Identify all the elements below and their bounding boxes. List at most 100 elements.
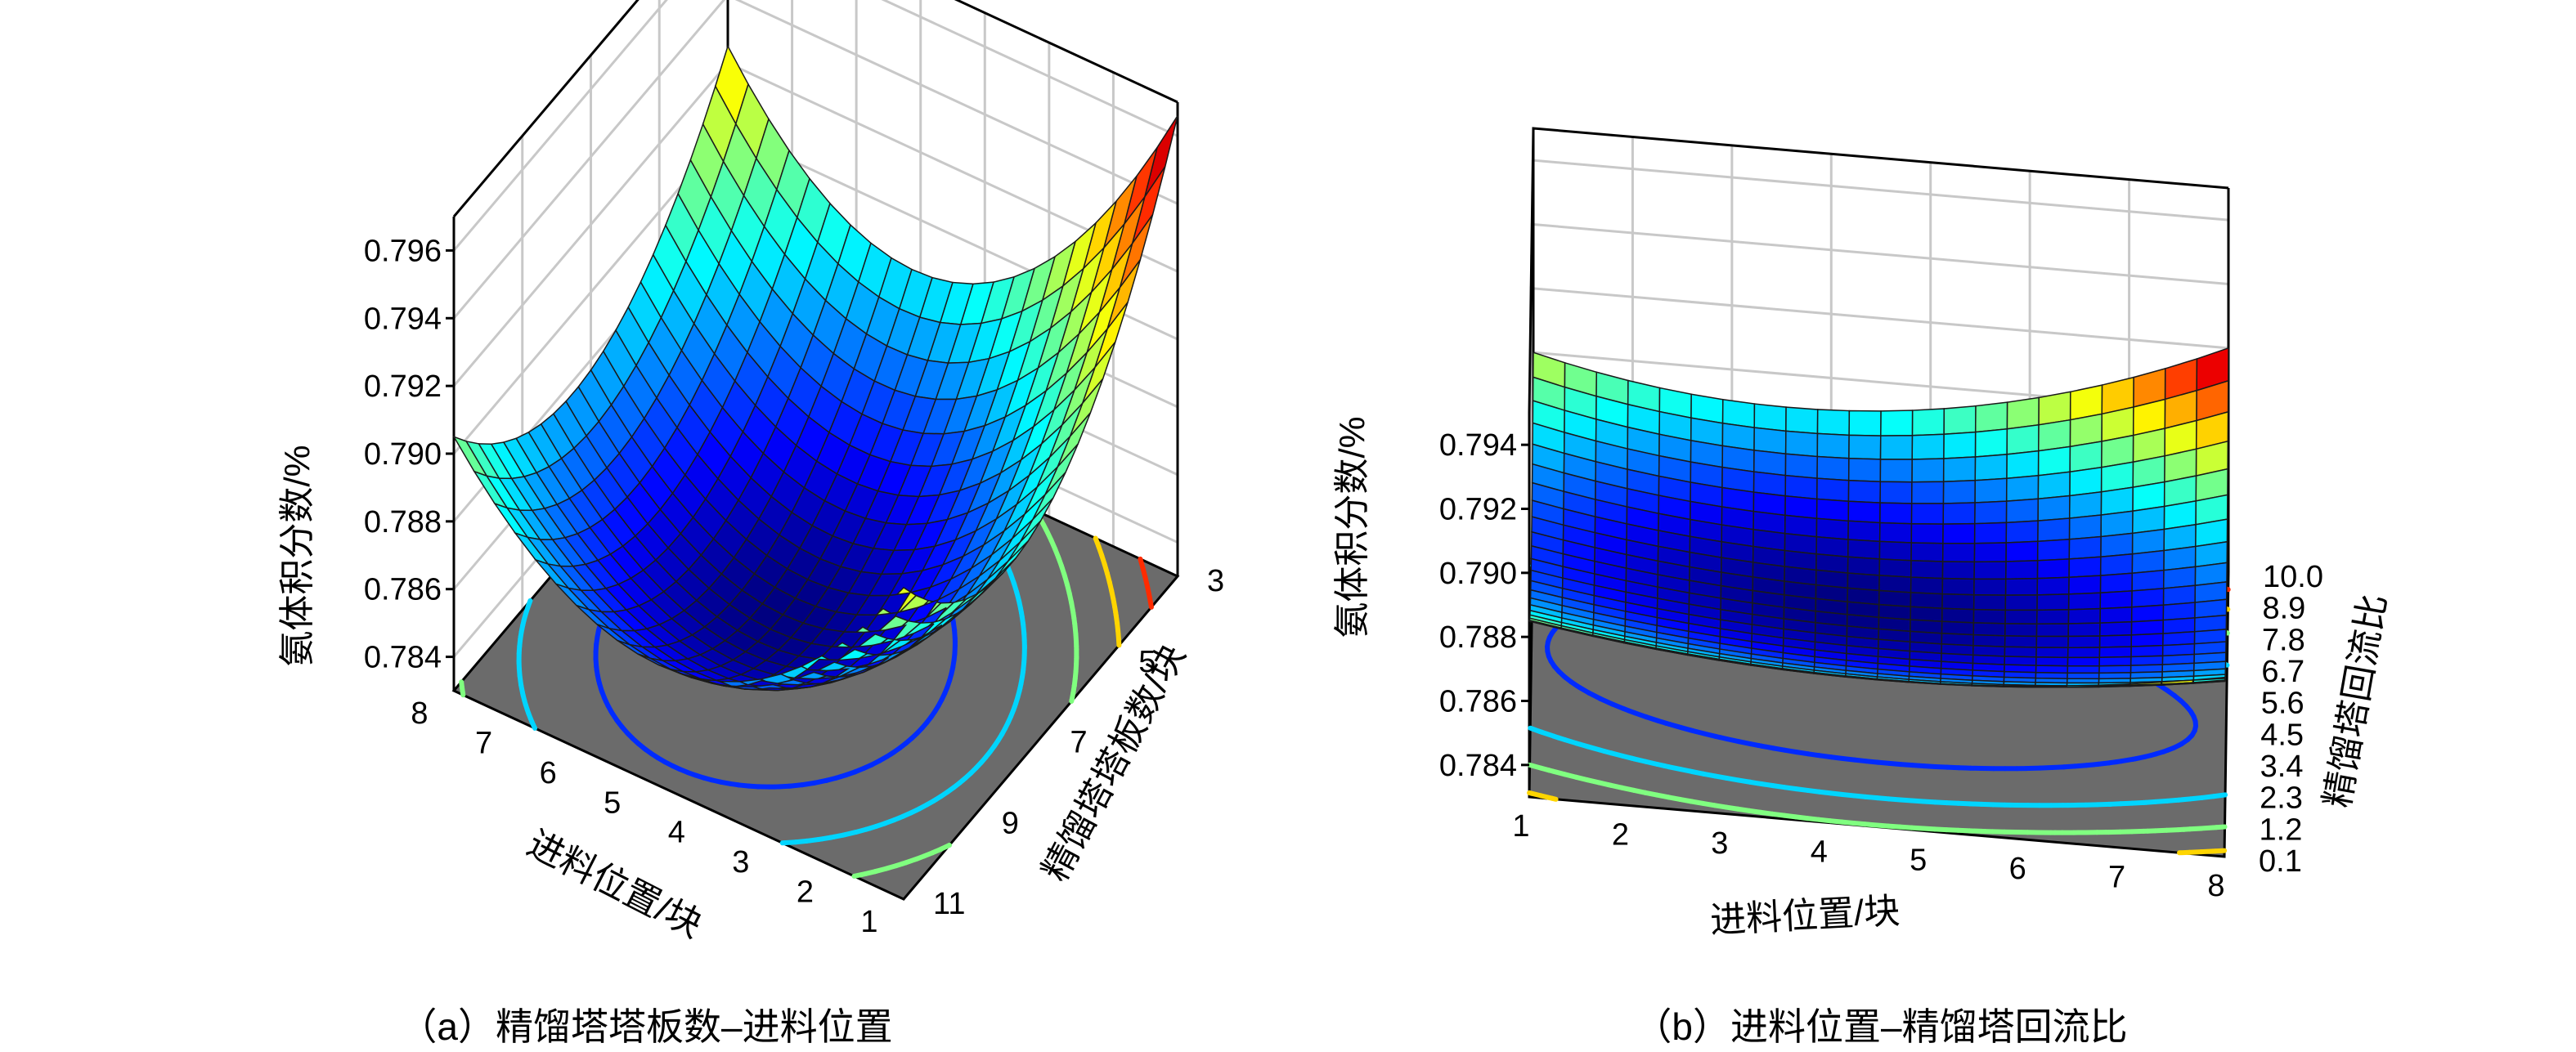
surface-cell <box>1753 449 1787 477</box>
surface-cell <box>2004 609 2038 625</box>
surface-cell <box>2067 592 2102 611</box>
panel-a-chart: 0.784 0.786 0.788 0.790 0.792 0.794 0.796 1 2 3 4 5… <box>277 0 1224 1048</box>
x-tick-label: 1 <box>860 905 877 939</box>
contour-segment <box>1551 733 1561 741</box>
z-tick-label: 0.792 <box>364 369 442 404</box>
surface-cell <box>1785 406 1819 435</box>
surface-cell <box>1974 477 2008 504</box>
surface-cell <box>2038 391 2071 426</box>
surface-cell <box>2131 569 2165 592</box>
contour-segment <box>2213 824 2228 830</box>
surface-cell <box>2035 609 2070 625</box>
contour-segment <box>1008 573 1016 586</box>
surface-cell <box>2035 623 2070 638</box>
contour-segment <box>1061 571 1068 580</box>
surface-cell <box>1878 540 1913 562</box>
panel-b-y-axis-title: 精馏塔回流比 <box>2318 591 2394 810</box>
y-tick-label: 11 <box>933 887 965 921</box>
surface-cell <box>2035 635 2069 649</box>
surface-cell <box>1784 495 1818 520</box>
contour-segment <box>594 667 600 678</box>
surface-cell <box>2068 556 2102 579</box>
contour-segment <box>1142 575 1150 588</box>
x-tick-label: 6 <box>2009 852 2026 886</box>
surface-cell <box>2035 647 2069 659</box>
surface-cell <box>1972 593 2007 611</box>
surface-cell <box>2066 678 2100 684</box>
surface-cell <box>1910 481 1945 504</box>
surface-cell <box>2131 528 2165 555</box>
surface-cell <box>1847 556 1881 576</box>
contour-segment <box>1012 581 1020 594</box>
contour-segment <box>1113 610 1119 618</box>
contour-segment <box>1620 753 1635 761</box>
contour-segment <box>1538 765 1551 773</box>
contour-segment <box>949 666 955 677</box>
surface-cell <box>2099 572 2134 594</box>
surface-cell <box>2098 656 2132 667</box>
surface-cell <box>1847 479 1882 504</box>
x-tick-label: 4 <box>668 816 685 850</box>
surface-cell <box>1942 502 1976 525</box>
contour-segment <box>1070 611 1077 621</box>
surface-cell <box>2162 617 2196 634</box>
contour-segment <box>1747 808 1758 814</box>
x-tick-label: 3 <box>732 845 749 880</box>
surface-cell <box>2067 656 2101 667</box>
surface-cell <box>2068 535 2102 560</box>
x-tick-label: 8 <box>411 696 428 731</box>
surface-cell <box>1910 542 1944 562</box>
surface-cell <box>1973 578 2007 596</box>
surface-cell <box>1847 457 1882 482</box>
y-tick-label: 7 <box>1070 726 1088 760</box>
surface-cell <box>1910 606 1943 623</box>
surface-cell <box>2035 656 2069 667</box>
panel-a-caption: （a）精馏塔塔板数–进料位置 <box>399 1005 892 1048</box>
contour-segment <box>1574 683 1582 690</box>
surface-cell <box>2130 644 2164 658</box>
surface-cell <box>1941 593 1975 611</box>
x-tick-label: 5 <box>1910 844 1927 878</box>
panel-b-ticks: 0.784 0.786 0.788 0.790 0.792 0.794 1 2 3 4 5 6 7 8 0.… <box>1439 428 2323 903</box>
surface-cell <box>1880 410 1914 436</box>
surface-cell <box>2068 575 2102 595</box>
surface-cell <box>2131 549 2165 575</box>
panel-b-surface <box>1528 347 2229 688</box>
x-tick-label: 5 <box>604 786 621 820</box>
surface-cell <box>1848 410 1882 436</box>
surface-cell <box>2036 558 2070 580</box>
x-tick-label: 7 <box>475 726 492 760</box>
surface-cell <box>1974 401 2008 433</box>
surface-cell <box>1942 479 1976 504</box>
surface-cell <box>1816 455 1850 481</box>
surface-cell <box>2006 396 2040 430</box>
contour-segment <box>1140 565 1148 579</box>
surface-cell <box>744 688 778 692</box>
surface-cell <box>2005 498 2040 524</box>
contour-segment <box>529 719 538 731</box>
contour-segment <box>1069 600 1075 613</box>
surface-cell <box>2006 450 2040 480</box>
x-tick-label: 6 <box>540 756 557 790</box>
surface-cell <box>2098 620 2133 637</box>
x-tick-label: 1 <box>1512 809 1529 844</box>
y-tick-label: 4.5 <box>2260 718 2304 752</box>
surface-cell <box>1910 522 1944 544</box>
contour-segment <box>1713 733 1723 741</box>
surface-cell <box>1878 522 1913 544</box>
contour-segment <box>1011 704 1017 713</box>
contour-segment <box>1109 589 1116 602</box>
surface-cell <box>2067 622 2101 638</box>
contour-segment <box>950 616 956 625</box>
z-tick-label: 0.790 <box>364 437 442 472</box>
surface-cell <box>1878 575 1912 593</box>
contour-segment <box>1145 584 1151 596</box>
surface-cell <box>1911 458 1945 483</box>
surface-cell <box>1815 498 1850 522</box>
surface-cell <box>1941 607 1975 624</box>
surface-cell <box>1879 481 1913 504</box>
x-tick-label: 7 <box>2108 861 2125 895</box>
surface-cell <box>1943 431 1977 459</box>
contour-segment <box>1106 580 1115 593</box>
